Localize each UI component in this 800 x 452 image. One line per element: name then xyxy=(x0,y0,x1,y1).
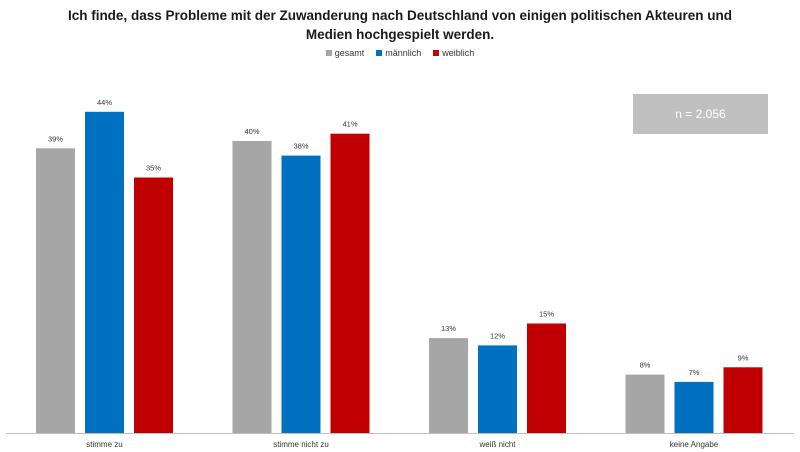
sample-size-box: n = 2.056 xyxy=(633,94,768,134)
bar-3-2 xyxy=(330,133,370,433)
legend-label-weiblich: weiblich xyxy=(442,48,475,58)
x-tick-label-3: weiß nicht xyxy=(478,440,516,449)
bar-3-3 xyxy=(527,323,566,433)
chart-title-line-1: Ich finde, dass Probleme mit der Zuwande… xyxy=(67,8,733,23)
bar-3-4 xyxy=(723,367,763,433)
chart-title: Ich finde, dass Probleme mit der Zuwande… xyxy=(0,6,800,44)
sample-size-label: n = 2.056 xyxy=(675,107,726,121)
data-label-1-2: 40% xyxy=(244,127,259,136)
bar-1-2 xyxy=(232,141,272,433)
bar-2-1 xyxy=(85,111,124,434)
data-label-1-3: 13% xyxy=(441,324,456,333)
legend-swatch-weiblich xyxy=(433,50,440,56)
legend-label-maennlich: männlich xyxy=(385,48,422,58)
data-label-2-2: 38% xyxy=(293,142,308,151)
bar-1-3 xyxy=(429,338,468,433)
bar-2-3 xyxy=(478,345,517,433)
bar-3-1 xyxy=(134,177,173,433)
data-label-3-1: 35% xyxy=(146,164,161,173)
legend: gesamt männlich weiblich xyxy=(0,48,800,58)
x-tick-label-2: stimme nicht zu xyxy=(273,440,329,449)
data-label-2-4: 7% xyxy=(689,368,700,377)
data-label-2-3: 12% xyxy=(490,331,505,340)
data-label-3-3: 15% xyxy=(539,310,554,319)
legend-swatch-maennlich xyxy=(376,50,383,56)
x-tick-label-4: keine Angabe xyxy=(670,440,719,449)
legend-item-maennlich: männlich xyxy=(376,48,421,58)
bar-2-4 xyxy=(674,381,714,433)
legend-item-weiblich: weiblich xyxy=(433,48,474,58)
bar-1-1 xyxy=(36,148,75,434)
bar-1-4 xyxy=(625,374,665,433)
legend-label-gesamt: gesamt xyxy=(334,48,365,58)
data-label-3-4: 9% xyxy=(738,353,749,362)
data-label-1-1: 39% xyxy=(48,134,63,143)
data-label-1-4: 8% xyxy=(640,361,651,370)
data-label-2-1: 44% xyxy=(97,98,112,107)
legend-swatch-gesamt xyxy=(325,50,332,56)
x-tick-label-1: stimme zu xyxy=(86,440,122,449)
bar-2-2 xyxy=(281,155,321,433)
legend-item-gesamt: gesamt xyxy=(325,48,365,58)
chart-title-line-2: Medien hochgespielt werden. xyxy=(305,27,495,42)
data-label-3-2: 41% xyxy=(342,120,357,129)
